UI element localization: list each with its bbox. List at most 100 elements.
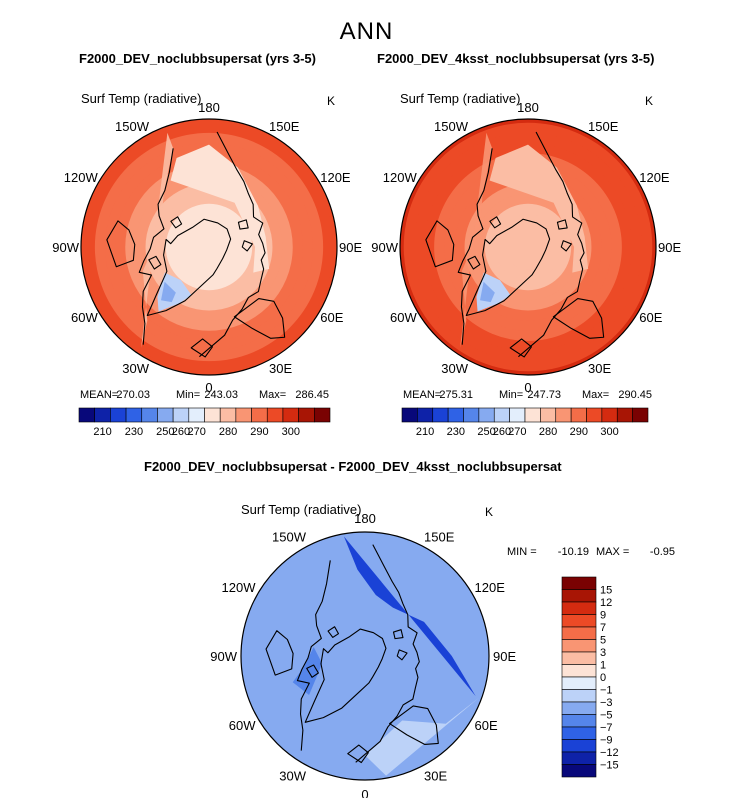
colorbar-box (561, 614, 597, 628)
panel-2-title: F2000_DEV_4ksst_noclubbsupersat (yrs 3-5… (377, 51, 655, 66)
greenland-difference (315, 680, 349, 719)
lon-label: 0 (524, 380, 531, 395)
colorbar-box (204, 407, 221, 423)
island-coastline (556, 219, 568, 230)
temperature-band (505, 224, 551, 270)
colorbar-box (298, 407, 315, 423)
stat-min-label: MIN = (507, 546, 537, 558)
britain-coastline (347, 744, 369, 764)
colorbar-tick-label: 250 (477, 426, 495, 438)
lon-label: 90E (339, 240, 362, 255)
colorbar-tick-label: −15 (600, 760, 619, 772)
stat-max-label: Max= (259, 389, 286, 401)
colorbar-box (493, 407, 510, 423)
colorbar-tick-label: 15 (600, 585, 612, 597)
colorbar-box (561, 639, 597, 653)
lon-label: 90W (210, 649, 237, 664)
colorbar-box (561, 651, 597, 665)
colorbar-box (401, 407, 418, 423)
lon-label: 90E (493, 649, 516, 664)
eurasia-coastline (199, 131, 266, 358)
colorbar-tick-label: 210 (93, 426, 111, 438)
lon-label: 120W (222, 580, 257, 595)
colorbar-box (251, 407, 268, 423)
colorbar-box (478, 407, 495, 423)
colorbar-box (555, 407, 572, 423)
variable-label: Surf Temp (radiative) (241, 502, 361, 517)
panel-1-title: F2000_DEV_noclubbsupersat (yrs 3-5) (79, 51, 316, 66)
units-label: K (645, 94, 653, 108)
eurasia-coastline (518, 131, 585, 358)
lon-label: 150E (269, 119, 300, 134)
island-coastline (392, 629, 404, 640)
scandinavia-coastline (233, 298, 286, 339)
hudson-bay-coastline (106, 220, 136, 268)
colorbar-box (432, 407, 449, 423)
map-border (399, 118, 657, 376)
stat-max-label: MAX = (596, 546, 629, 558)
lon-label: 60W (71, 310, 98, 325)
colorbar-box (94, 407, 111, 423)
colorbar-tick-label: 250 (156, 426, 174, 438)
colorbar-box (219, 407, 237, 423)
colorbar-box (561, 701, 597, 715)
stat-max-value: 286.45 (295, 389, 329, 401)
colorbar-tick-label: 9 (600, 610, 606, 622)
lon-label: 120W (64, 170, 99, 185)
lon-label: 30E (269, 361, 292, 376)
lon-label: 150E (588, 119, 619, 134)
variable-label: Surf Temp (radiative) (81, 91, 201, 106)
colorbar-tick-label: 1 (600, 660, 606, 672)
colorbar-tick-label: −7 (600, 722, 613, 734)
map-field (241, 532, 489, 780)
colorbar-box (586, 407, 603, 423)
map-border (80, 118, 338, 376)
colorbar-box (172, 407, 190, 423)
lon-label: 30W (279, 769, 306, 784)
figure-title: ANN (339, 18, 394, 45)
greenland-coastline (146, 218, 232, 317)
colorbar-box (188, 407, 205, 423)
colorbar-tick-label: 260 (172, 426, 190, 438)
island-coastline (560, 240, 572, 252)
island-coastline (306, 664, 319, 678)
map-field-scaled (400, 119, 656, 375)
colorbar-tick-label: 230 (125, 426, 143, 438)
colorbar-tick-label: −1 (600, 685, 613, 697)
colorbar-tick-label: −9 (600, 735, 613, 747)
map-field (81, 119, 337, 375)
map-panel-2: 180 150E 120E 90E 60E 30E 0 30W 60W 90W 120W 150W Su… (371, 91, 681, 438)
temperature-band (186, 224, 232, 270)
scandinavia-coastline (552, 298, 605, 339)
difference-base (241, 532, 489, 780)
units-label: K (327, 94, 335, 108)
stat-max-label: Max= (582, 389, 609, 401)
north-america-coastline (296, 560, 331, 751)
island-coastline (170, 216, 183, 229)
stat-max-value: 290.45 (618, 389, 652, 401)
colorbar-box (282, 407, 299, 423)
lon-label: 30W (441, 361, 468, 376)
hudson-bay-coastline (425, 220, 455, 268)
colorbar-tick-label: −5 (600, 710, 613, 722)
stat-min-label: Min= (499, 389, 523, 401)
stat-mean-label: MEAN= (80, 389, 118, 401)
stat-min-value: -10.19 (558, 546, 589, 558)
stat-mean-value: 275.31 (439, 389, 473, 401)
stat-max-value: -0.95 (650, 546, 675, 558)
lon-label: 120E (320, 170, 351, 185)
units-label: K (485, 505, 493, 519)
panel-3-title: F2000_DEV_noclubbsupersat - F2000_DEV_4k… (144, 459, 562, 474)
north-america-coastline (138, 148, 174, 345)
lon-label: 30W (122, 361, 149, 376)
britain-coastline (509, 338, 533, 358)
island-coastline (396, 649, 408, 661)
colorbar-tick-label: 230 (447, 426, 465, 438)
arctic-difference (292, 646, 323, 696)
stat-min-label: Min= (176, 389, 200, 401)
lon-label: 120E (475, 580, 506, 595)
colorbar-tick-label: 290 (250, 426, 268, 438)
colorbar-box (561, 689, 597, 703)
colorbar-box (235, 407, 252, 423)
